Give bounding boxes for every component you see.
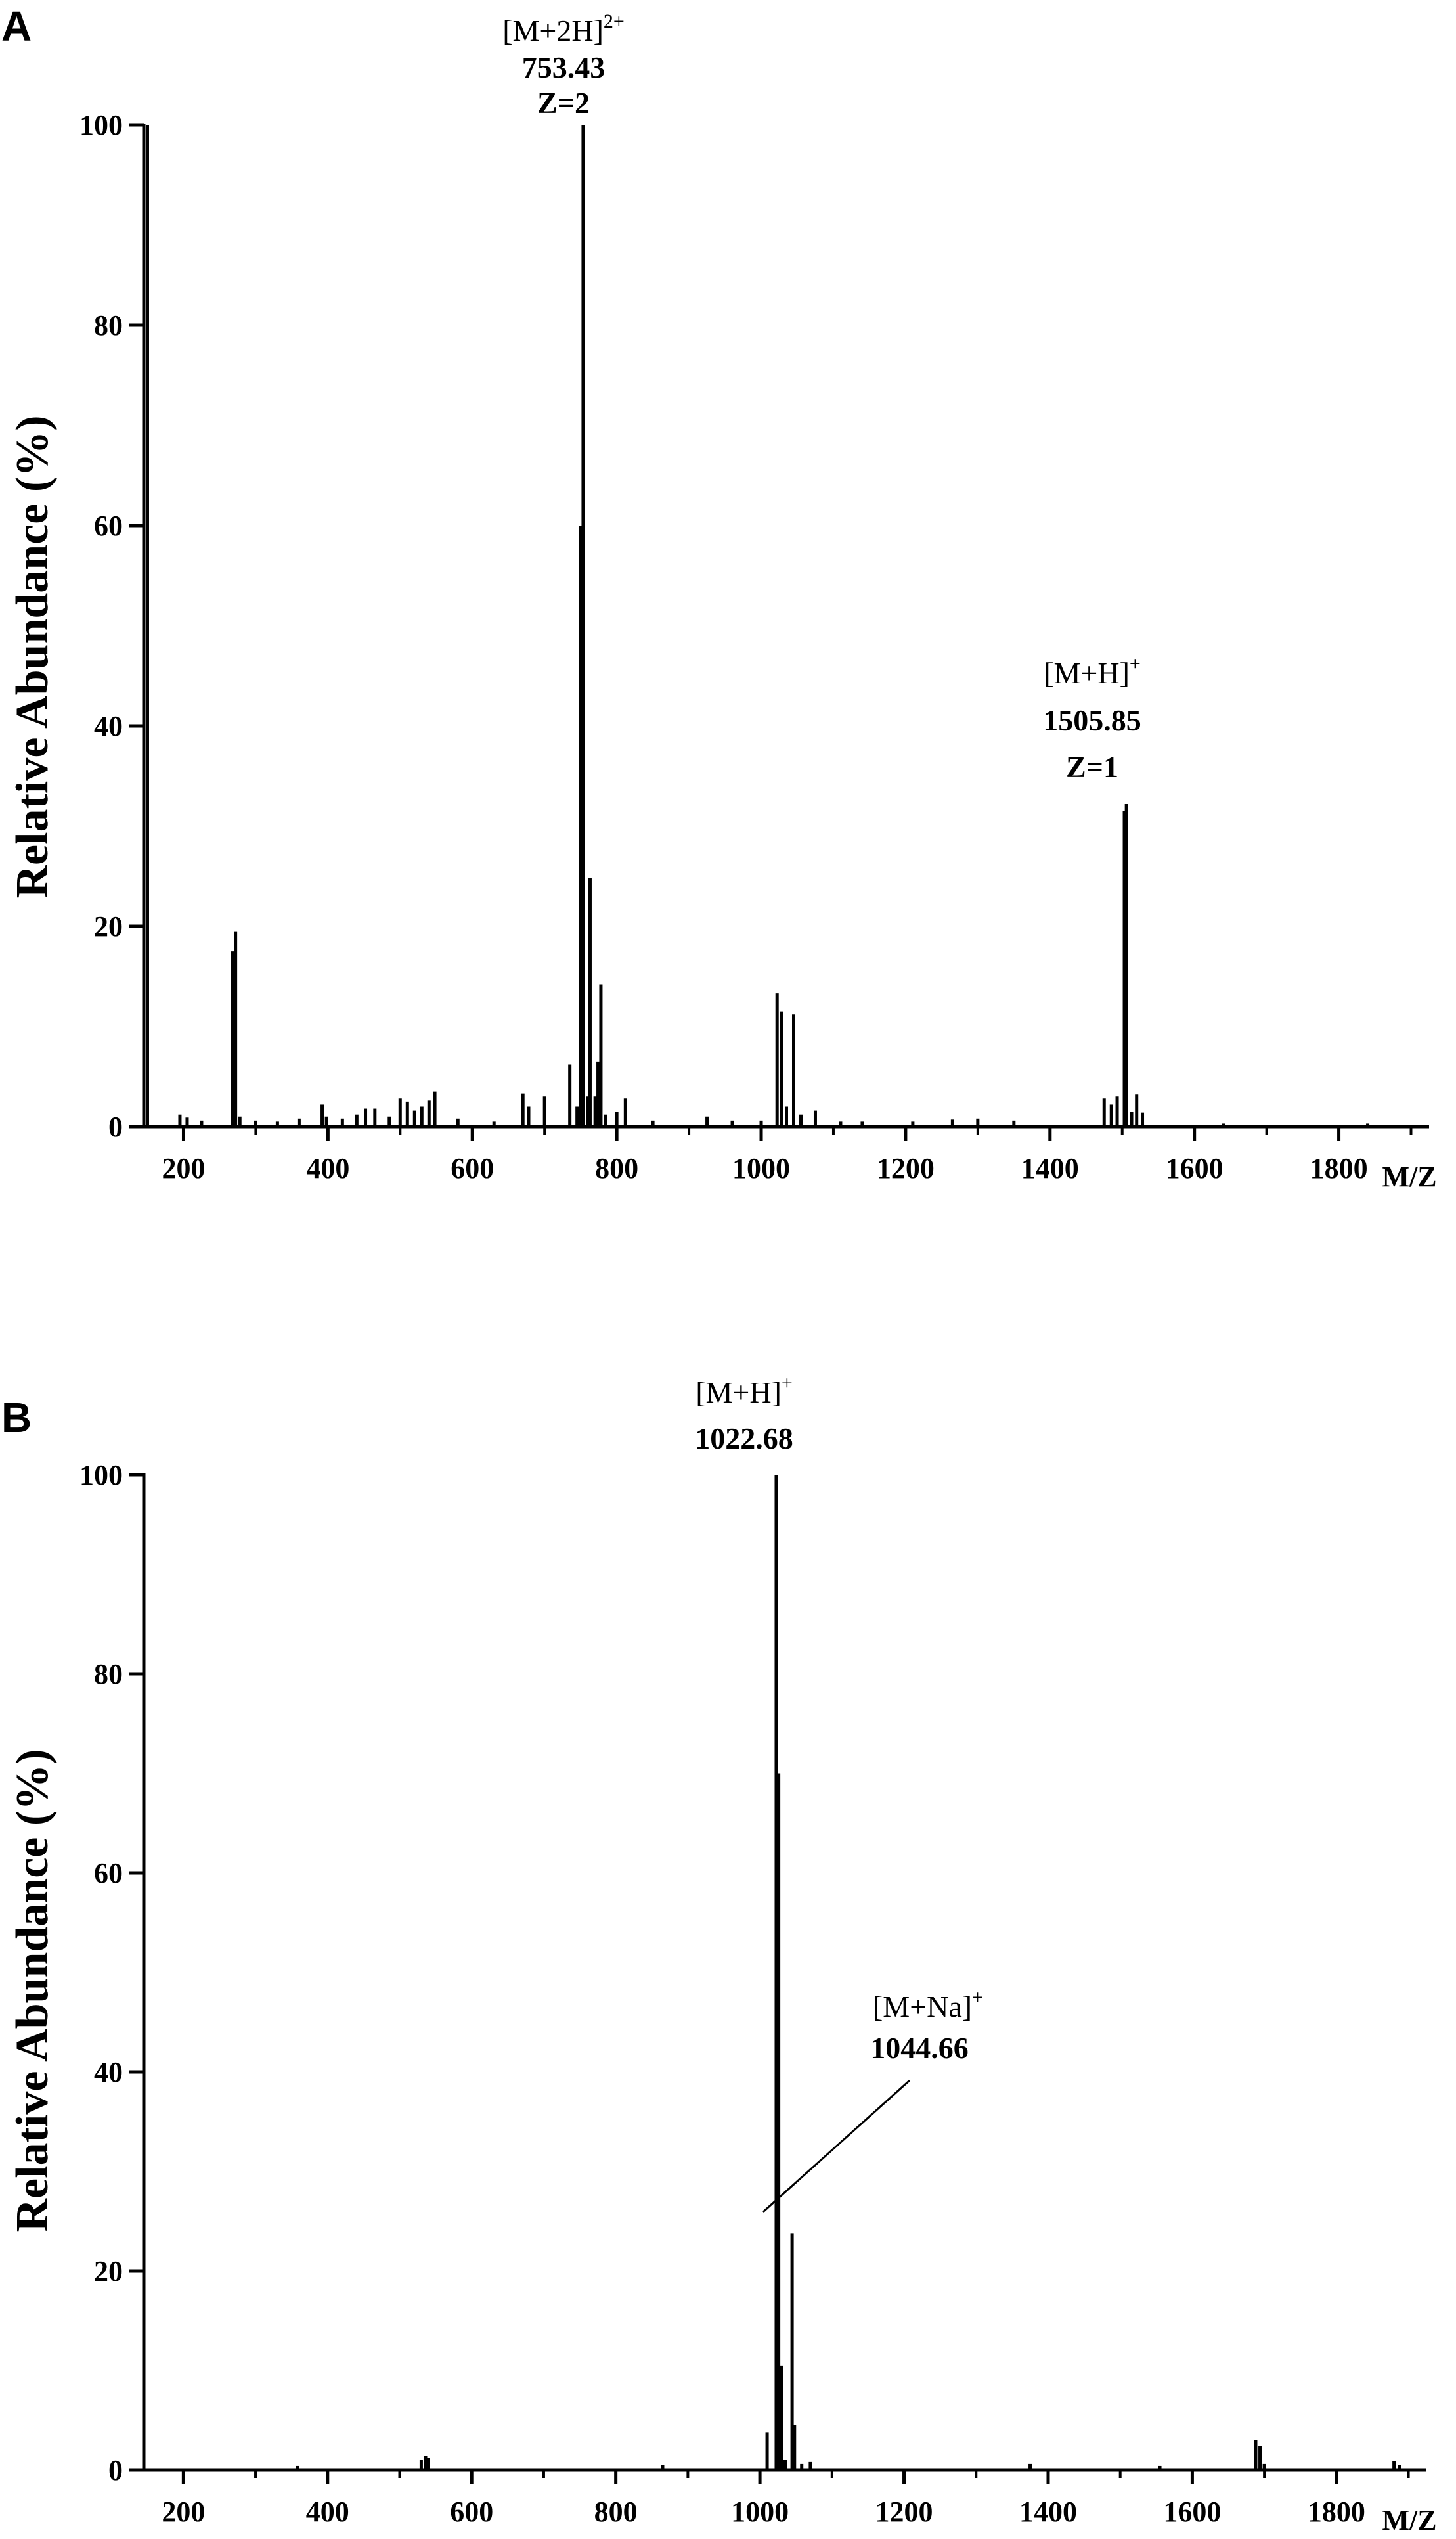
panel-a-x-tick-label: 1000 [732, 1152, 790, 1184]
panel-a-x-tick-label: 1600 [1166, 1152, 1224, 1184]
panel-a-x-tick-label: 600 [451, 1152, 494, 1184]
panel-a-annotation-z-2: Z=1 [1066, 750, 1118, 784]
panel-b-leader-line [762, 2079, 911, 2213]
panel-a-y-tick-label: 100 [79, 109, 123, 141]
panel-b-y-tick-label: 20 [94, 2255, 123, 2287]
panel-b-plot: 0 20 40 60 80 100 200 400 600 800 1000 1200 1400 1600… [79, 1372, 1426, 2528]
panel-b-annotation-ion-1: [M+H]+ [695, 1372, 793, 1409]
panel-a-annotation-mz-1: 753.43 [522, 51, 606, 84]
panel-a-annotation-z-1: Z=2 [537, 86, 590, 120]
panel-a-annotation-ion-1: [M+2H]2+ [502, 11, 625, 47]
panel-a-annotation-ion-2-charge: + [1130, 653, 1141, 675]
panel-a-y-tick-label: 0 [108, 1111, 123, 1143]
panel-b-x-tick-label: 1400 [1019, 2496, 1077, 2528]
panel-b-x-tick-label: 600 [450, 2496, 493, 2528]
panel-a-x-axis-title: M/Z [1382, 1161, 1436, 1193]
panel-a-y-tick-label: 40 [94, 710, 123, 742]
panel-b-y-tick-label: 100 [79, 1459, 123, 1491]
panel-b-x-tick-label: 1800 [1308, 2496, 1365, 2528]
panel-b-y-tick-label: 40 [94, 2056, 123, 2088]
panel-a-x-tick-label: 1200 [877, 1152, 935, 1184]
panel-b-x-axis-title: M/Z [1382, 2504, 1436, 2536]
panel-a-annotation-ion-1-charge: 2+ [604, 11, 625, 32]
panel-a-y-tick-label: 80 [94, 309, 123, 342]
panel-a-annotation-ion-2: [M+H]+ [1044, 653, 1141, 690]
panel-b-annotation-ion-2-charge: + [972, 1987, 983, 2008]
panel-a-x-tick-label: 1800 [1310, 1152, 1368, 1184]
panel-a-plot: 0 20 40 60 80 100 200 400 600 800 1000 1200 1400 1600… [79, 11, 1429, 1184]
panel-b-letter: B [1, 1394, 32, 1441]
panel-b-annotation-ion-1-text: [M+H] [695, 1376, 782, 1409]
panel-a-x-tick-label: 400 [306, 1152, 349, 1184]
panel-b-x-tick-label: 1600 [1163, 2496, 1221, 2528]
panel-a-y-tick-label: 60 [94, 510, 123, 542]
panel-b-y-axis-title: Relative Abundance (%) [7, 1749, 58, 2232]
panel-b-x-tick-label: 200 [162, 2496, 205, 2528]
panel-a-annotation-ion-1-text: [M+2H] [502, 14, 604, 47]
panel-b: B Relative Abundance (%) M/Z 0 20 40 60 80 10… [1, 1372, 1437, 2536]
panel-b-y-tick-label: 60 [94, 1857, 123, 1889]
panel-a-x-tick-label: 800 [595, 1152, 638, 1184]
panel-b-annotation-mz-2: 1044.66 [870, 2031, 969, 2065]
panel-a-annotation-mz-2: 1505.85 [1043, 704, 1141, 737]
panel-a-letter: A [1, 3, 32, 50]
panel-a: A Relative Abundance (%) M/Z 0 20 40 60 80 10… [1, 3, 1437, 1193]
panel-b-annotation-ion-2-text: [M+Na] [873, 1990, 972, 2023]
panel-b-annotation-ion-2: [M+Na]+ [873, 1987, 983, 2023]
panel-a-y-tick-label: 20 [94, 910, 123, 943]
panel-a-x-tick-label: 1400 [1021, 1152, 1079, 1184]
panel-b-x-tick-label: 1000 [731, 2496, 789, 2528]
panel-b-x-tick-label: 800 [594, 2496, 638, 2528]
panel-a-x-tick-label: 200 [162, 1152, 205, 1184]
panel-b-x-tick-label: 400 [306, 2496, 349, 2528]
panel-b-y-tick-label: 80 [94, 1658, 123, 1690]
panel-b-annotation-ion-1-charge: + [782, 1372, 793, 1394]
panel-a-annotation-ion-2-text: [M+H] [1044, 656, 1130, 690]
panel-b-annotation-mz-1: 1022.68 [695, 1422, 793, 1455]
panel-a-y-axis-title: Relative Abundance (%) [7, 416, 58, 899]
panel-b-y-tick-label: 0 [108, 2454, 123, 2486]
panel-b-x-tick-label: 1200 [875, 2496, 933, 2528]
